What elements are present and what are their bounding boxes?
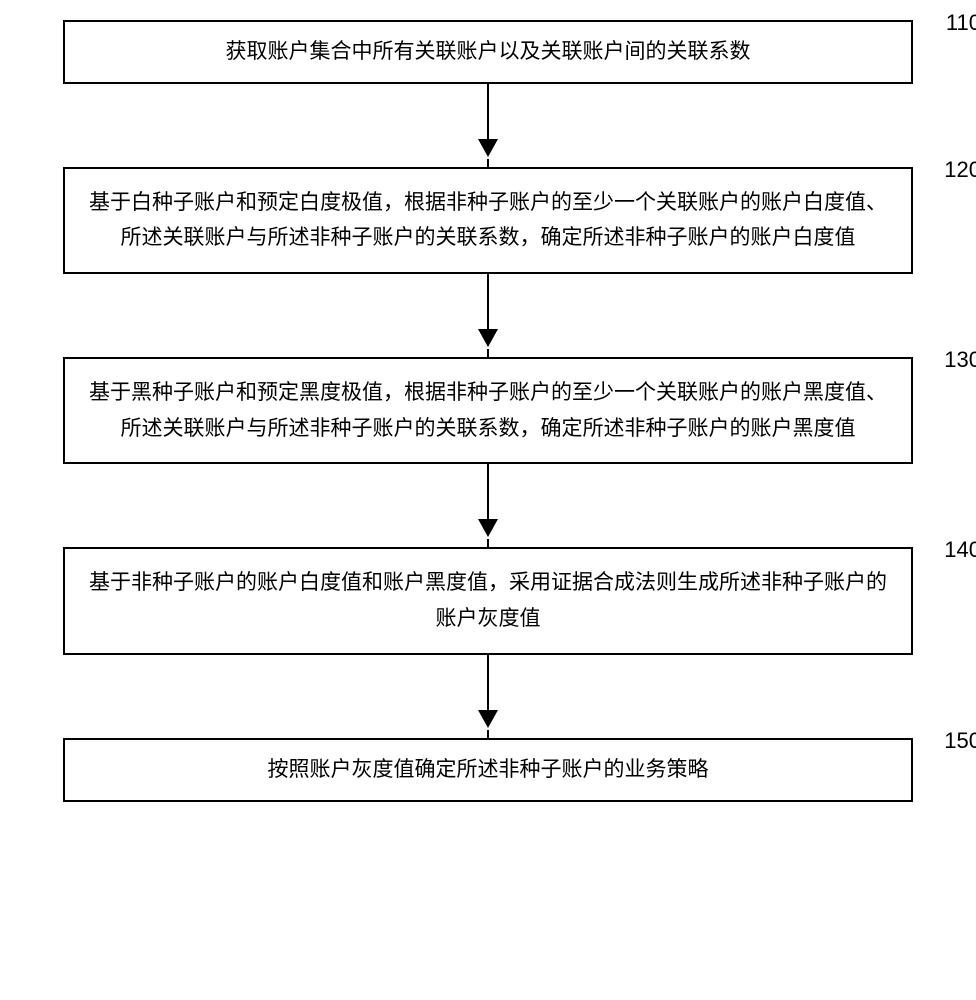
step-label: 130	[944, 341, 976, 378]
step-box-150: 150 按照账户灰度值确定所述非种子账户的业务策略	[63, 738, 913, 802]
arrow	[478, 84, 498, 159]
arrow-line	[487, 84, 489, 139]
connector	[487, 539, 489, 547]
connector	[487, 730, 489, 738]
connector	[487, 159, 489, 167]
arrow-head-icon	[478, 139, 498, 157]
step-text: 按照账户灰度值确定所述非种子账户的业务策略	[268, 758, 709, 781]
arrow	[478, 464, 498, 539]
step-text: 基于非种子账户的账户白度值和账户黑度值，采用证据合成法则生成所述非种子账户的账户…	[89, 571, 887, 630]
step-label: 120	[944, 151, 976, 188]
step-text: 基于黑种子账户和预定黑度极值，根据非种子账户的至少一个关联账户的账户黑度值、所述…	[89, 381, 887, 440]
arrow-line	[487, 464, 489, 519]
step-label: 110	[946, 4, 976, 41]
arrow	[478, 655, 498, 730]
connector	[487, 349, 489, 357]
step-text: 获取账户集合中所有关联账户以及关联账户间的关联系数	[226, 40, 751, 63]
arrow	[478, 274, 498, 349]
arrow-head-icon	[478, 710, 498, 728]
step-label: 140	[944, 531, 976, 568]
arrow-line	[487, 274, 489, 329]
arrow-line	[487, 655, 489, 710]
step-box-120: 120 基于白种子账户和预定白度极值，根据非种子账户的至少一个关联账户的账户白度…	[63, 167, 913, 274]
step-box-130: 130 基于黑种子账户和预定黑度极值，根据非种子账户的至少一个关联账户的账户黑度…	[63, 357, 913, 464]
flowchart-container: 110 获取账户集合中所有关联账户以及关联账户间的关联系数 120 基于白种子账…	[30, 20, 946, 802]
step-box-140: 140 基于非种子账户的账户白度值和账户黑度值，采用证据合成法则生成所述非种子账…	[63, 547, 913, 654]
step-label: 150	[944, 722, 976, 759]
arrow-head-icon	[478, 519, 498, 537]
arrow-head-icon	[478, 329, 498, 347]
step-text: 基于白种子账户和预定白度极值，根据非种子账户的至少一个关联账户的账户白度值、所述…	[89, 191, 887, 250]
step-box-110: 110 获取账户集合中所有关联账户以及关联账户间的关联系数	[63, 20, 913, 84]
